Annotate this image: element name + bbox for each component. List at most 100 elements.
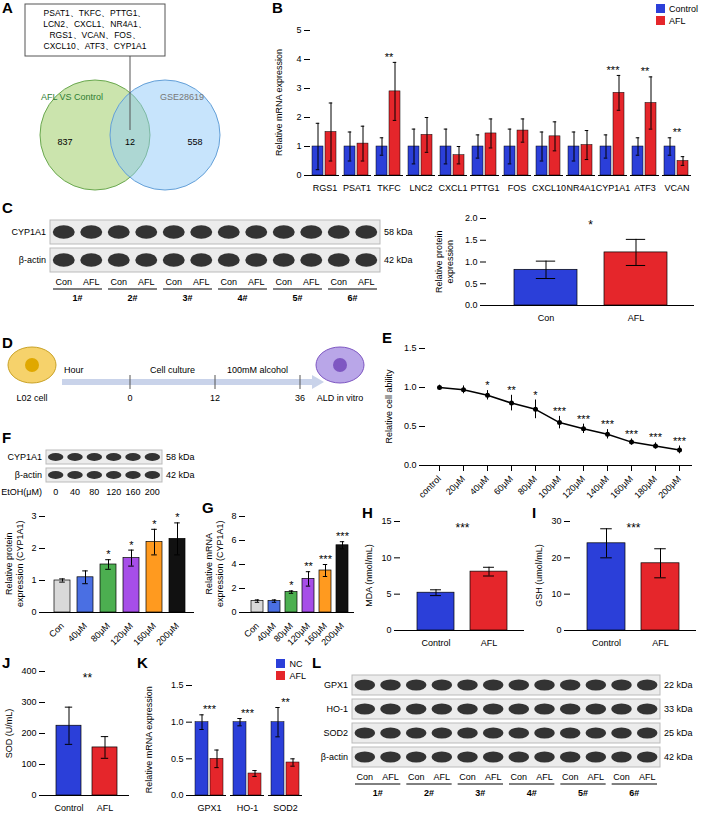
svg-text:Con: Con [459, 772, 476, 782]
svg-text:**: ** [281, 696, 290, 708]
svg-text:*: * [588, 218, 593, 232]
svg-text:SOD2: SOD2 [323, 728, 348, 738]
svg-text:Control: Control [421, 638, 450, 648]
svg-text:AFL VS Control: AFL VS Control [41, 92, 103, 102]
svg-text:2: 2 [231, 583, 236, 593]
svg-text:2: 2 [296, 112, 301, 122]
svg-text:0: 0 [53, 487, 58, 497]
svg-text:AFL: AFL [485, 772, 502, 782]
svg-text:200: 200 [145, 487, 160, 497]
svg-text:0: 0 [31, 607, 36, 617]
svg-text:12: 12 [210, 393, 220, 403]
svg-text:AFL: AFL [382, 772, 399, 782]
svg-text:22 kDa: 22 kDa [664, 680, 693, 690]
svg-text:AFL: AFL [303, 277, 320, 287]
svg-text:Con: Con [47, 621, 66, 640]
svg-text:160μM: 160μM [131, 621, 158, 648]
svg-text:***: *** [455, 521, 469, 535]
svg-text:***: *** [241, 707, 255, 719]
svg-text:1#: 1# [72, 293, 82, 303]
svg-text:CXCL10、ATF3、CYP1A1: CXCL10、ATF3、CYP1A1 [44, 41, 147, 51]
svg-text:3: 3 [296, 83, 301, 93]
svg-text:FOS: FOS [508, 183, 527, 193]
svg-text:CXCL10: CXCL10 [532, 183, 566, 193]
svg-text:AFL: AFL [83, 277, 100, 287]
svg-text:0.5: 0.5 [465, 279, 478, 289]
svg-text:***: *** [577, 413, 591, 425]
svg-text:5: 5 [386, 589, 391, 599]
svg-text:0: 0 [31, 790, 36, 800]
svg-text:AFL: AFL [639, 772, 656, 782]
svg-text:0: 0 [231, 607, 236, 617]
svg-text:3: 3 [31, 511, 36, 521]
svg-text:CXCL1: CXCL1 [438, 183, 467, 193]
svg-text:3#: 3# [182, 293, 192, 303]
svg-text:200μM: 200μM [656, 474, 683, 501]
svg-text:Con: Con [55, 277, 72, 287]
svg-text:AFL: AFL [358, 277, 375, 287]
svg-text:LNC2: LNC2 [409, 183, 432, 193]
svg-text:30: 30 [551, 516, 561, 526]
svg-text:2.0: 2.0 [465, 213, 478, 223]
svg-text:Con: Con [110, 277, 127, 287]
svg-text:AFL: AFL [652, 638, 669, 648]
svg-text:120μM: 120μM [108, 621, 135, 648]
svg-text:2: 2 [31, 543, 36, 553]
svg-text:AFL: AFL [97, 803, 114, 813]
svg-text:ATF3: ATF3 [634, 183, 655, 193]
svg-text:***: *** [553, 405, 567, 417]
svg-text:*: * [106, 548, 111, 560]
svg-text:Con: Con [357, 772, 374, 782]
svg-text:2#: 2# [424, 788, 434, 798]
svg-text:L02 cell: L02 cell [16, 393, 47, 403]
svg-text:4: 4 [231, 559, 236, 569]
svg-text:β-actin: β-actin [19, 255, 46, 265]
svg-text:1#: 1# [373, 788, 383, 798]
svg-text:Con: Con [275, 277, 292, 287]
svg-text:1.0: 1.0 [465, 257, 478, 267]
svg-text:*: * [175, 511, 180, 523]
svg-text:40μM: 40μM [468, 474, 491, 497]
svg-text:AFL: AFL [248, 277, 265, 287]
svg-text:100: 100 [21, 759, 36, 769]
svg-text:0.0: 0.0 [465, 300, 478, 310]
svg-text:AFL: AFL [588, 772, 605, 782]
svg-text:20μM: 20μM [444, 474, 467, 497]
svg-text:Cell culture: Cell culture [150, 365, 195, 375]
svg-text:200: 200 [21, 728, 36, 738]
svg-text:**: ** [507, 384, 516, 396]
svg-text:NR4A1: NR4A1 [566, 183, 595, 193]
svg-text:0.5: 0.5 [171, 754, 184, 764]
svg-text:160μM: 160μM [608, 474, 635, 501]
svg-text:GPX1: GPX1 [197, 803, 221, 813]
svg-text:RGS1: RGS1 [313, 183, 338, 193]
svg-text:20: 20 [551, 553, 561, 563]
svg-text:**: ** [385, 51, 394, 63]
svg-text:0: 0 [296, 170, 301, 180]
svg-text:Control: Control [54, 803, 83, 813]
svg-text:0.5: 0.5 [404, 421, 417, 431]
svg-text:58 kDa: 58 kDa [166, 452, 195, 462]
svg-text:120μM: 120μM [560, 474, 587, 501]
svg-text:GPX1: GPX1 [324, 680, 348, 690]
svg-text:8: 8 [231, 511, 236, 521]
svg-text:Con: Con [408, 772, 425, 782]
svg-text:CYP1A1: CYP1A1 [11, 227, 46, 237]
svg-text:HO-1: HO-1 [326, 704, 348, 714]
svg-text:Con: Con [511, 772, 528, 782]
svg-text:PTTG1: PTTG1 [470, 183, 499, 193]
svg-text:Con: Con [562, 772, 579, 782]
svg-text:**: ** [83, 671, 93, 685]
svg-text:Con: Con [165, 277, 182, 287]
svg-text:ALD in vitro: ALD in vitro [317, 393, 364, 403]
svg-text:VCAN: VCAN [664, 183, 689, 193]
svg-text:***: *** [626, 521, 640, 535]
svg-text:4: 4 [296, 54, 301, 64]
svg-text:837: 837 [57, 137, 72, 147]
svg-text:2#: 2# [127, 293, 137, 303]
svg-text:***: *** [649, 431, 663, 443]
svg-text:200μM: 200μM [154, 621, 181, 648]
svg-text:6#: 6# [629, 788, 639, 798]
svg-text:AFL: AFL [138, 277, 155, 287]
svg-text:PSAT1、TKFC、PTTG1、: PSAT1、TKFC、PTTG1、 [44, 8, 147, 18]
